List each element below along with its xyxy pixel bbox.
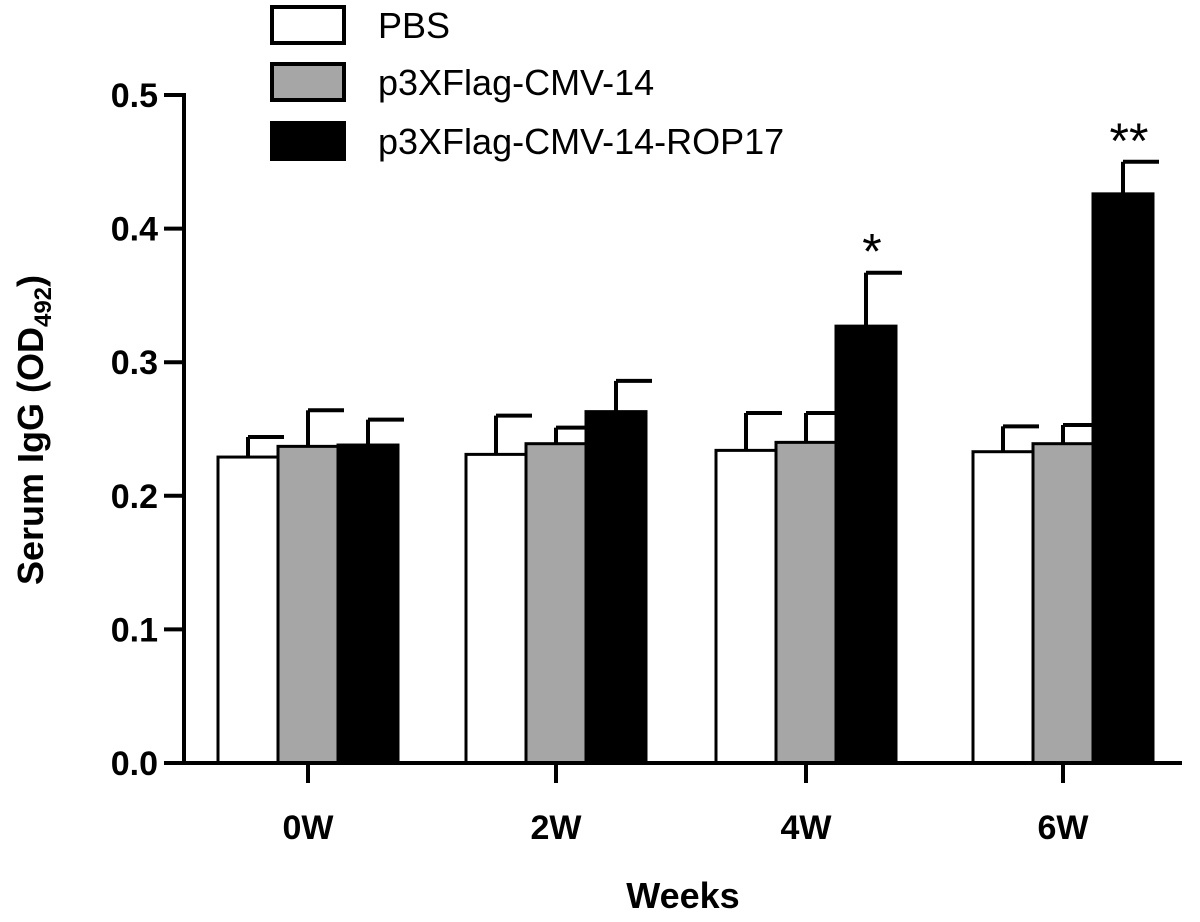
- legend-swatch: [270, 5, 346, 45]
- bar: [774, 440, 838, 765]
- bar: [834, 324, 898, 765]
- y-axis-title-close: ): [10, 275, 51, 287]
- legend-label: PBS: [378, 5, 450, 46]
- y-axis-title-subscript: 492: [30, 287, 57, 327]
- significance-marker: *: [862, 224, 881, 280]
- bar: [336, 443, 400, 765]
- legend-swatch: [270, 62, 346, 102]
- bar: [584, 410, 648, 765]
- y-tick-label: 0.5: [111, 77, 158, 115]
- legend-swatch: [270, 121, 346, 161]
- plot-area: ***: [216, 113, 1159, 765]
- x-axis-title: Weeks: [626, 875, 739, 916]
- y-axis-title: Serum IgG (OD492): [10, 275, 57, 585]
- y-tick-label: 0.3: [111, 344, 158, 382]
- x-tick-label: 6W: [1038, 809, 1090, 847]
- axes: 0.0 0.1 0.2 0.3 0.4 0.5 0W 2W 4W 6W: [111, 77, 1182, 847]
- significance-marker: **: [1110, 113, 1149, 169]
- legend-label: p3XFlag-CMV-14: [378, 62, 654, 103]
- legend: PBS p3XFlag-CMV-14 p3XFlag-CMV-14-ROP17: [270, 5, 784, 162]
- y-tick-label: 0.0: [111, 745, 158, 783]
- bar: [1031, 442, 1095, 765]
- y-tick-label: 0.2: [111, 478, 158, 516]
- bar: [1091, 192, 1155, 765]
- legend-label: p3XFlag-CMV-14-ROP17: [378, 121, 784, 162]
- y-axis-title-main: Serum IgG (OD: [10, 327, 51, 585]
- y-tick-label: 0.1: [111, 611, 158, 649]
- bar: [216, 455, 280, 765]
- x-tick-label: 2W: [531, 809, 583, 847]
- bar: [971, 450, 1035, 765]
- bar: [714, 448, 778, 765]
- bar: [276, 444, 340, 765]
- y-tick-label: 0.4: [111, 211, 158, 249]
- bar: [524, 442, 588, 765]
- bar: [464, 452, 528, 765]
- x-tick-label: 4W: [781, 809, 833, 847]
- x-tick-label: 0W: [283, 809, 335, 847]
